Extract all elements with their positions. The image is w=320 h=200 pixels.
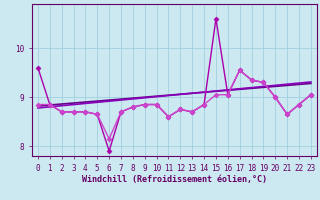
X-axis label: Windchill (Refroidissement éolien,°C): Windchill (Refroidissement éolien,°C) bbox=[82, 175, 267, 184]
